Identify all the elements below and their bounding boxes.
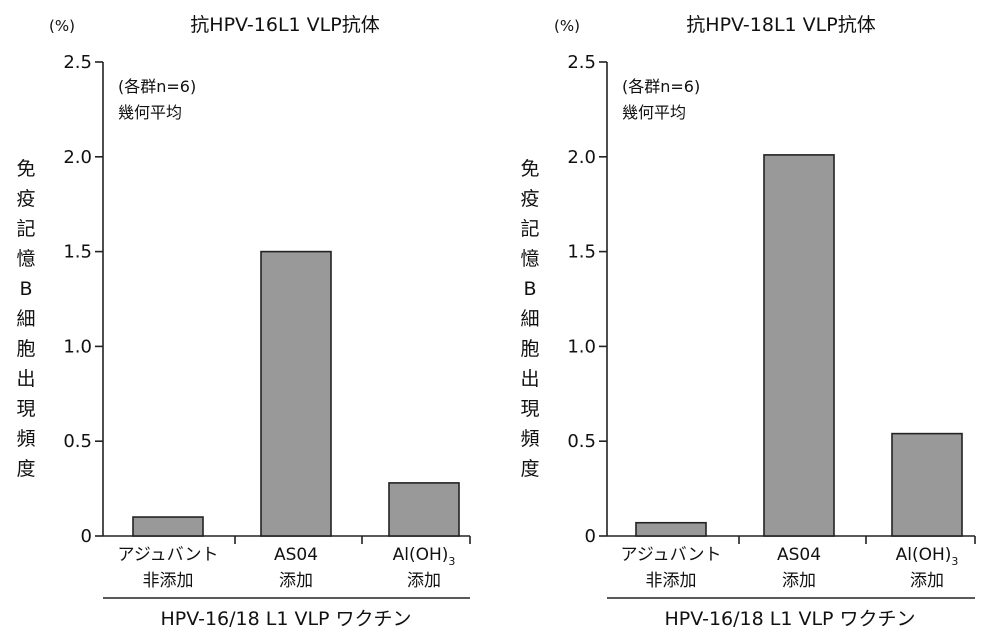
category-label: AS04 [274, 545, 318, 565]
y-tick-label: 2.5 [63, 52, 92, 73]
y-tick-label: 0.5 [567, 431, 596, 452]
bar [260, 250, 332, 537]
y-unit-label: (%) [49, 17, 75, 35]
category-sublabel: 添加 [279, 571, 313, 591]
y-tick-label: 2.0 [567, 147, 596, 168]
y-tick-label: 1.0 [567, 336, 596, 357]
y-unit-label: (%) [554, 17, 580, 35]
chart-annotation: (各群n=6) [118, 77, 196, 96]
category-sublabel: 非添加 [143, 571, 194, 591]
chart-panel-1: 抗HPV-16L1 VLP抗体 (%) 0 0.5 1.0 1.5 2.0 2.5 (各群n=6… [16, 14, 471, 630]
y-axis-label: 免疫記憶 B 細胞出現頻度 [16, 158, 35, 480]
bar [132, 516, 204, 537]
bar [635, 521, 707, 537]
y-tick-label: 0.5 [63, 431, 92, 452]
chart-annotation: (各群n=6) [622, 77, 700, 96]
category-label: アジュバント [621, 545, 722, 565]
bar [388, 482, 460, 537]
category-sublabel: 添加 [407, 571, 441, 591]
group-label: HPV-16/18 L1 VLP ワクチン [664, 608, 915, 630]
category-sublabel: 添加 [782, 571, 816, 591]
category-label: Al(OH)3 [393, 545, 456, 568]
chart-title: 抗HPV-18L1 VLP抗体 [686, 14, 875, 36]
chart-panel-2: 抗HPV-18L1 VLP抗体 (%) 0 0.5 1.0 1.5 2.0 2.5 (各群n=6… [520, 14, 976, 630]
group-label: HPV-16/18 L1 VLP ワクチン [160, 608, 411, 630]
y-tick-label: 0 [585, 526, 596, 547]
y-axis-label: 免疫記憶 B 細胞出現頻度 [520, 158, 539, 480]
y-tick-label: 2.5 [567, 52, 596, 73]
chart-annotation: 幾何平均 [622, 103, 686, 122]
y-tick-label: 1.0 [63, 336, 92, 357]
chart-title: 抗HPV-16L1 VLP抗体 [190, 14, 379, 36]
category-sublabel: 非添加 [646, 571, 697, 591]
bar [891, 432, 963, 537]
category-label: AS04 [777, 545, 821, 565]
category-label: Al(OH)3 [896, 545, 959, 568]
y-tick-label: 0 [81, 526, 92, 547]
y-tick-label: 1.5 [567, 242, 596, 263]
y-tick-label: 2.0 [63, 147, 92, 168]
bar [763, 154, 835, 537]
category-sublabel: 添加 [910, 571, 944, 591]
chart-annotation: 幾何平均 [118, 103, 182, 122]
category-label: アジュバント [118, 545, 219, 565]
y-tick-label: 1.5 [63, 242, 92, 263]
